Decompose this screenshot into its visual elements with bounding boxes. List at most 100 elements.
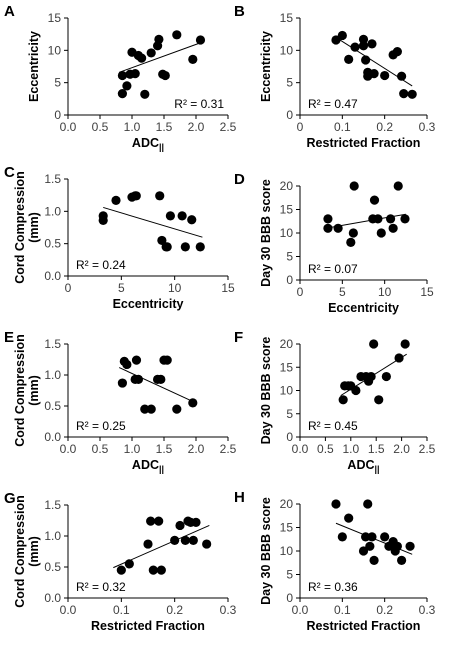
x-tick-label: 0.0 [60, 120, 77, 134]
data-point [122, 359, 132, 370]
data-point [202, 539, 212, 549]
data-point [367, 39, 377, 49]
data-point [172, 404, 182, 414]
y-tick-label: 0.0 [44, 269, 61, 283]
data-point [146, 404, 156, 414]
data-point [156, 374, 166, 384]
x-tick-label: 0.1 [334, 120, 351, 134]
data-point [344, 513, 354, 523]
y-axis-label: Cord Compression [13, 171, 27, 284]
x-axis-label: ADC|| [132, 136, 164, 152]
y-axis-unit: (mm) [27, 375, 41, 406]
data-point [154, 516, 164, 526]
data-point [195, 242, 205, 252]
data-point [366, 371, 376, 382]
data-point [116, 565, 126, 575]
y-tick-label: 20 [280, 179, 294, 193]
x-tick-label: 1.0 [124, 120, 141, 134]
y-tick-label: 5 [286, 568, 293, 582]
y-tick-label: 10 [48, 43, 62, 57]
y-tick-label: 0.0 [44, 591, 61, 605]
y-tick-label: 10 [280, 43, 294, 57]
x-tick-label: 2.5 [220, 120, 237, 134]
y-tick-label: 0.5 [44, 399, 61, 413]
panel-letter: G [4, 490, 16, 507]
r-squared-label: R² = 0.32 [76, 580, 126, 594]
r-squared-label: R² = 0.07 [308, 262, 358, 276]
y-tick-label: 0 [286, 430, 293, 444]
x-axis-label: ADC|| [347, 458, 379, 474]
data-point [117, 70, 127, 81]
data-point [331, 35, 341, 45]
data-point [188, 535, 198, 545]
data-point [187, 215, 197, 225]
x-tick-label: 0.1 [334, 603, 351, 617]
y-tick-label: 10 [280, 384, 294, 398]
data-point [131, 191, 141, 201]
data-point [358, 34, 369, 44]
data-point [133, 374, 143, 384]
panel-f: 0.0 0.5 1.0 1.5 2.0 2.5 0 5 10 15 20 R² = 0.45 ADC||… [234, 329, 436, 474]
y-tick-label: 1.0 [44, 529, 61, 543]
y-tick-label: 0 [286, 273, 293, 287]
x-tick-label: 2.0 [188, 442, 205, 456]
panel-letter: C [4, 164, 15, 181]
data-point [369, 195, 380, 205]
data-point [130, 69, 140, 79]
data-point [122, 81, 132, 91]
data-point [162, 355, 172, 365]
panel-letter: B [234, 3, 245, 20]
x-tick-label: 0.3 [419, 603, 436, 617]
y-tick-label: 5 [286, 76, 293, 90]
x-tick-label: 2.0 [188, 120, 205, 134]
data-point [397, 555, 407, 566]
y-tick-label: 0 [54, 108, 61, 122]
data-point [157, 235, 167, 246]
panel-b: 0 0.1 0.2 0.3 0 5 10 15 R² = 0.47 Restricted Frac… [234, 3, 436, 150]
x-axis-label: Restricted Fraction [91, 619, 205, 633]
x-tick-label: 1.0 [342, 442, 359, 456]
y-tick-label: 20 [280, 337, 294, 351]
data-point [369, 69, 379, 79]
y-tick-label: 5 [54, 76, 61, 90]
r-squared-label: R² = 0.31 [174, 97, 224, 111]
data-point [177, 211, 187, 221]
x-tick-label: 1.5 [368, 442, 385, 456]
x-tick-label: 1.5 [156, 120, 173, 134]
data-point [380, 70, 390, 81]
data-point [361, 55, 371, 65]
panel-a: 0.0 0.5 1.0 1.5 2.0 2.5 0 5 10 15 R² = 0.31 ADC|| Ec… [4, 3, 237, 152]
y-tick-label: 0 [286, 108, 293, 122]
r-squared-label: R² = 0.47 [308, 97, 358, 111]
x-tick-label: 0.2 [376, 603, 393, 617]
panel-letter: H [234, 489, 245, 506]
y-tick-label: 1.5 [44, 172, 61, 186]
r-squared-label: R² = 0.36 [308, 580, 358, 594]
y-tick-label: 15 [280, 11, 294, 25]
y-axis-label: Cord Compression [13, 334, 27, 447]
x-tick-label: 5 [339, 285, 346, 299]
r-squared-label: R² = 0.24 [76, 258, 126, 272]
data-point [165, 211, 175, 221]
panel-e: 0.0 0.5 1.0 1.5 2.0 2.5 0.0 0.5 1.0 1.5 R² = 0.25 A… [4, 329, 237, 474]
panel-h: 0.0 0.1 0.2 0.3 0 5 10 15 20 R² = 0.36 Restricted … [234, 489, 436, 633]
data-point [374, 395, 384, 405]
x-tick-label: 1.5 [156, 442, 173, 456]
data-point [137, 53, 147, 63]
data-point [407, 89, 417, 99]
data-point [175, 520, 185, 531]
x-tick-label: 0.2 [376, 120, 393, 134]
data-point [191, 517, 201, 527]
data-point [170, 535, 180, 545]
y-tick-label: 1.5 [44, 498, 61, 512]
data-point [140, 404, 150, 414]
data-point [333, 223, 343, 233]
x-tick-label: 0 [297, 120, 304, 134]
data-point [140, 89, 150, 99]
data-point [180, 535, 190, 545]
data-point [195, 35, 206, 45]
x-tick-label: 10 [168, 281, 182, 295]
y-tick-label: 5 [286, 250, 293, 264]
data-point [180, 242, 190, 252]
